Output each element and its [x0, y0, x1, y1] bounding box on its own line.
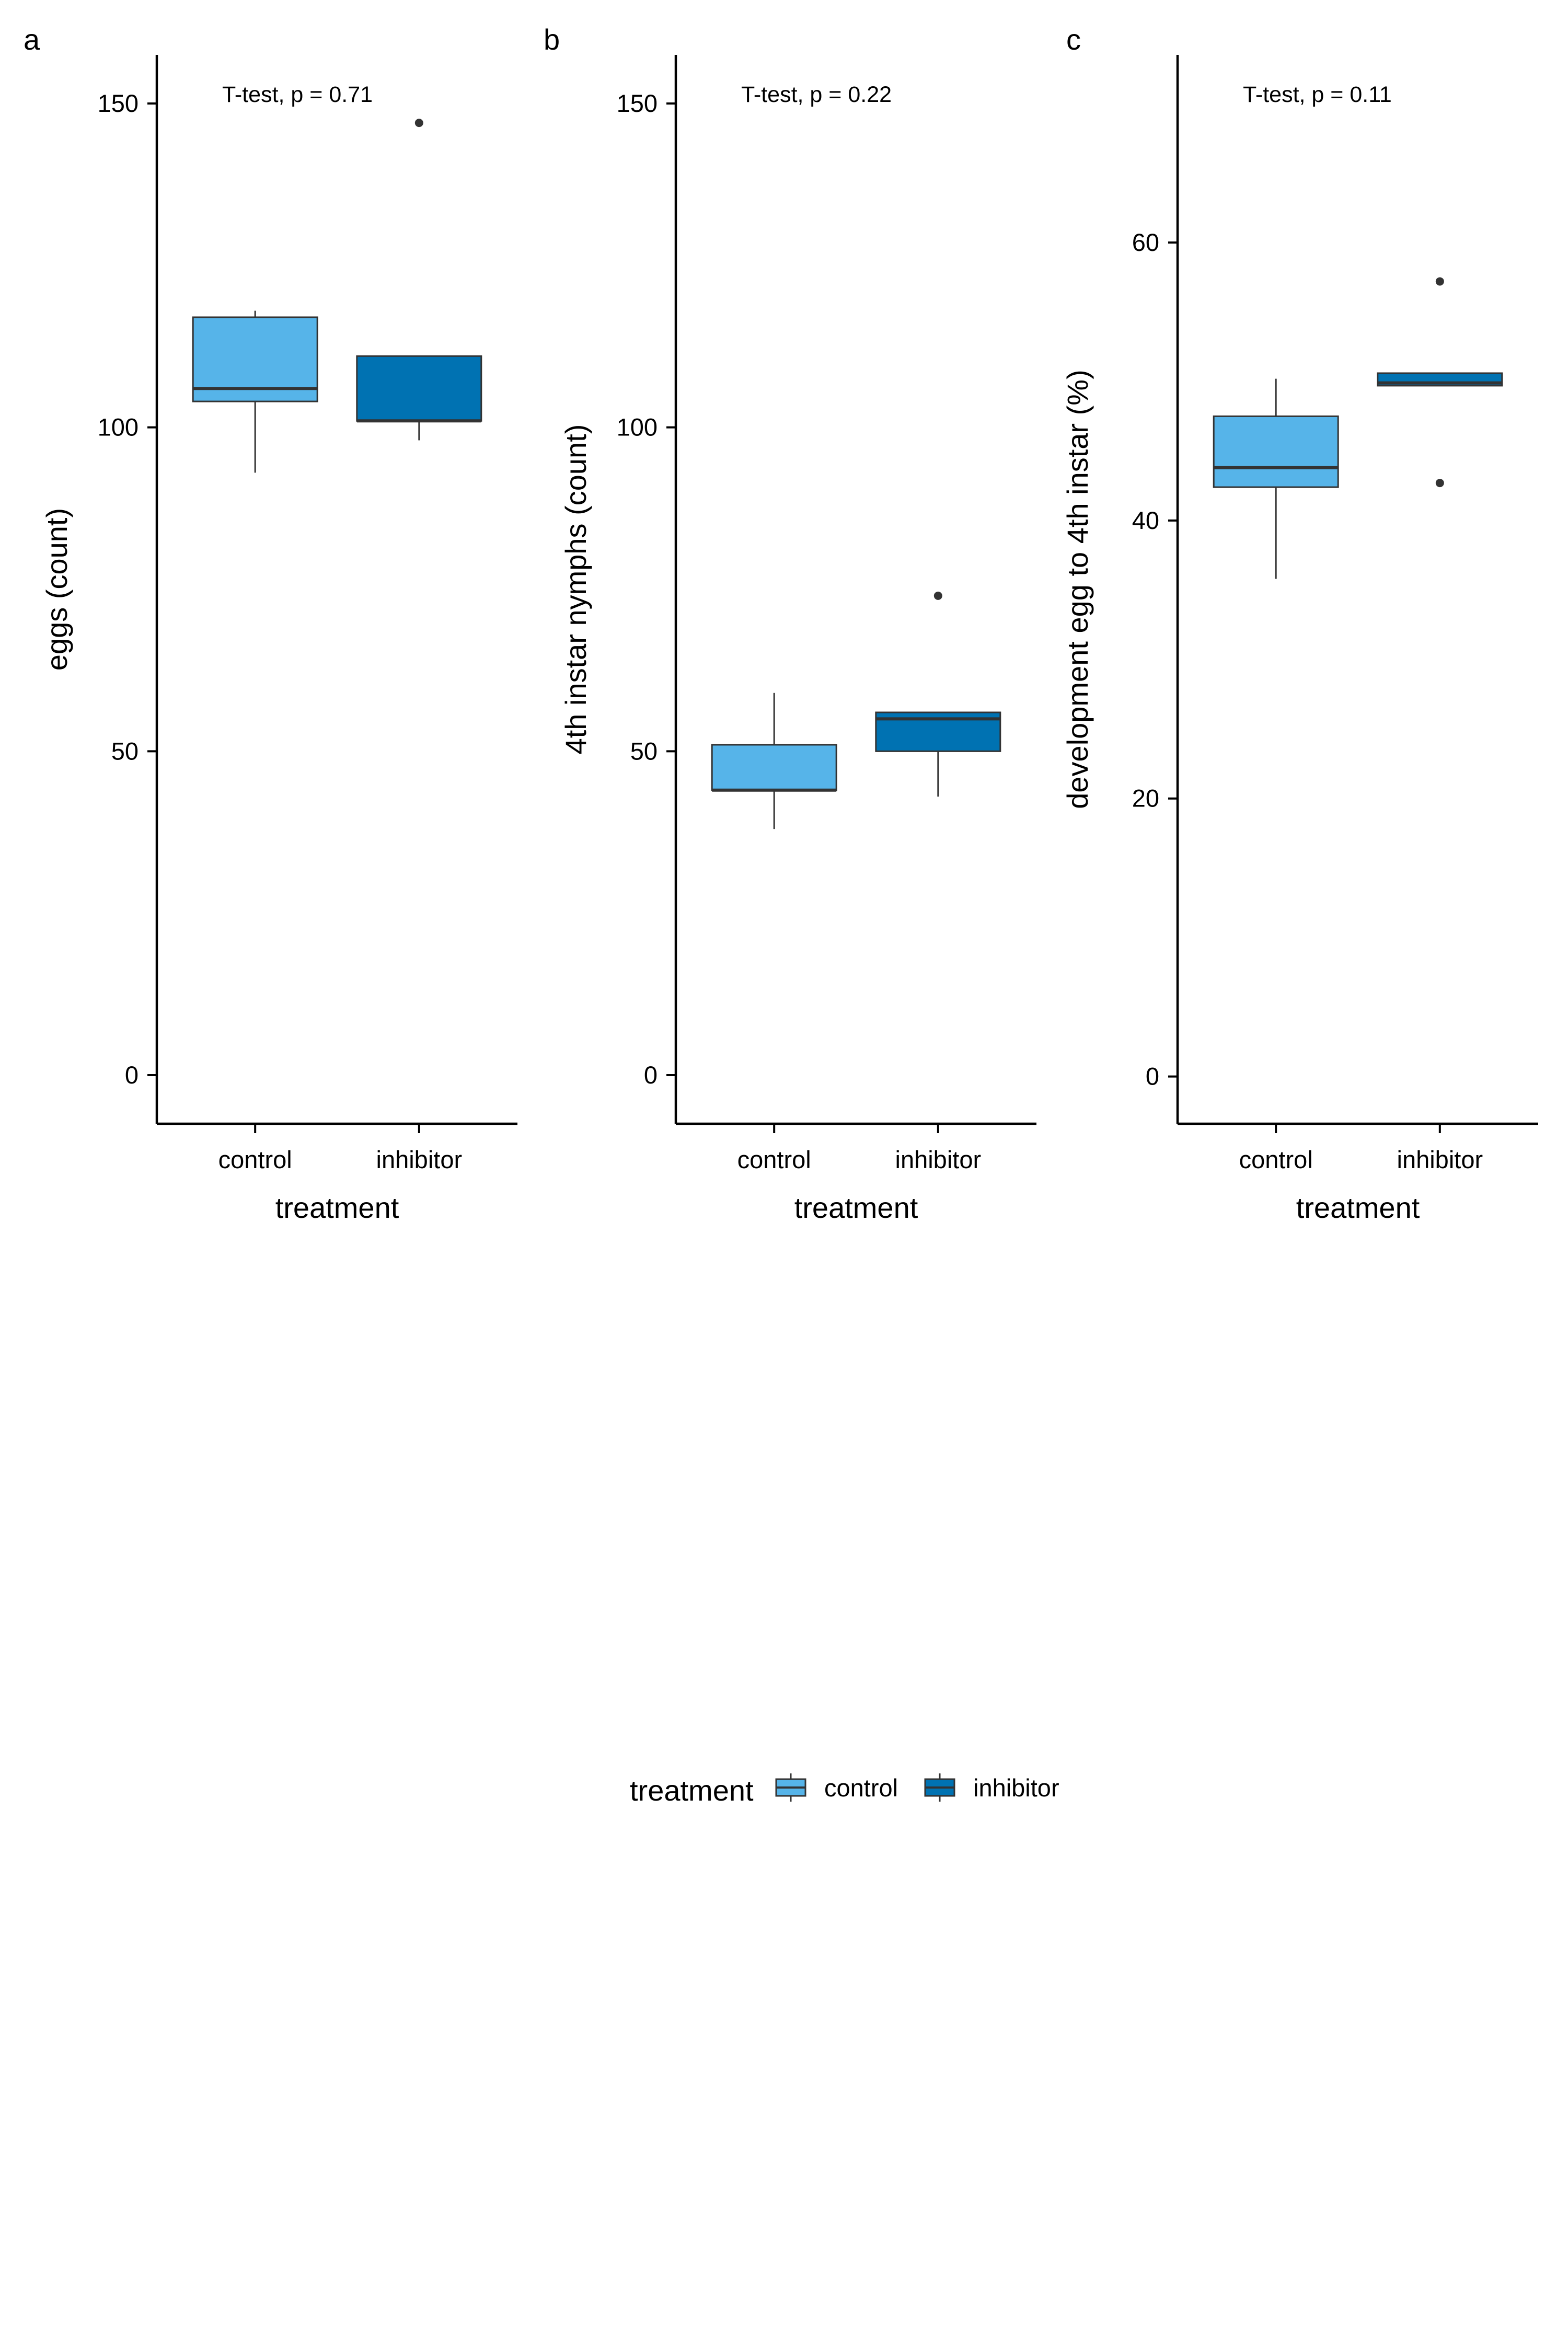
panel-b: b 0 50 100 150 control inhibitor treatment 4th i…	[544, 23, 1036, 1224]
box-control	[711, 693, 837, 829]
test-annotation: T-test, p = 0.11	[1243, 82, 1392, 107]
x-tick-label: inhibitor	[1397, 1146, 1483, 1173]
test-annotation: T-test, p = 0.22	[741, 82, 892, 107]
box-inhibitor	[875, 591, 1001, 797]
panel-letter: b	[544, 23, 560, 56]
y-tick-label: 100	[98, 413, 139, 441]
x-tick-label: control	[1239, 1146, 1313, 1173]
outlier-point	[414, 119, 423, 128]
box-control	[1213, 378, 1339, 579]
y-tick-label: 40	[1132, 506, 1159, 534]
test-annotation: T-test, p = 0.71	[222, 82, 373, 107]
y-tick-label: 0	[644, 1061, 658, 1089]
y-tick-label: 0	[1146, 1063, 1159, 1090]
y-tick-label: 20	[1132, 785, 1159, 812]
panel-letter: a	[24, 23, 40, 56]
y-axis-title: development egg to 4th instar (%)	[1061, 370, 1094, 809]
x-tick-label: control	[737, 1146, 811, 1173]
iqr-box	[356, 355, 482, 422]
box-control	[192, 310, 318, 473]
iqr-box	[1213, 415, 1339, 488]
y-axis-title: eggs (count)	[40, 508, 73, 671]
x-axis-title: treatment	[794, 1191, 918, 1224]
y-tick-label: 50	[630, 737, 658, 765]
panel-a: a 0 50 100 150 control inhibitor treatment eggs …	[24, 23, 517, 1224]
y-tick-label: 100	[617, 413, 658, 441]
outlier-point	[1435, 277, 1444, 286]
y-tick-label: 50	[111, 737, 139, 765]
y-tick-label: 60	[1132, 228, 1159, 256]
y-tick-label: 150	[617, 89, 658, 117]
x-axis-title: treatment	[1296, 1191, 1420, 1224]
box-inhibitor	[1377, 277, 1503, 488]
y-tick-label: 150	[98, 89, 139, 117]
legend-label: control	[824, 1774, 898, 1802]
outlier-point	[1435, 479, 1444, 488]
x-axis-title: treatment	[275, 1191, 399, 1224]
panel-letter: c	[1066, 23, 1081, 56]
y-tick-label: 0	[125, 1061, 139, 1089]
y-axis-title: 4th instar nymphs (count)	[559, 424, 592, 755]
box-inhibitor	[356, 119, 482, 441]
legend: treatment control inhibitor	[630, 1773, 1059, 1807]
x-tick-label: control	[218, 1146, 292, 1173]
x-tick-label: inhibitor	[895, 1146, 982, 1173]
outlier-point	[933, 591, 942, 600]
legend-key-inhibitor: inhibitor	[924, 1773, 1059, 1802]
iqr-box	[711, 744, 837, 791]
panel-c: c 0 20 40 60 control inhibitor treatment develop…	[1061, 23, 1538, 1224]
legend-label: inhibitor	[973, 1774, 1059, 1802]
legend-key-control: control	[775, 1773, 898, 1802]
x-tick-label: inhibitor	[376, 1146, 463, 1173]
legend-title: treatment	[630, 1774, 754, 1807]
